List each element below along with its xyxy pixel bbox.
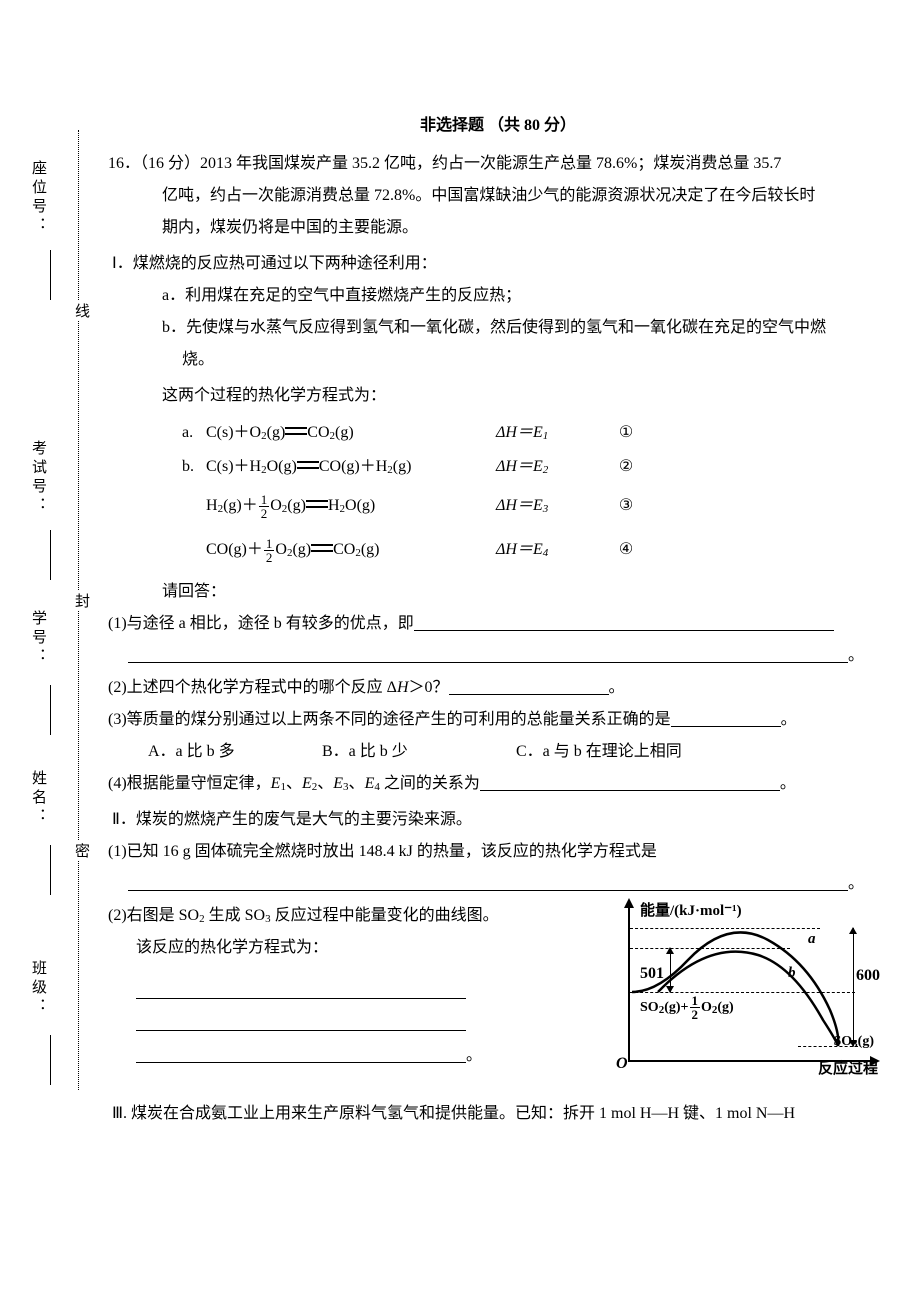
eq4-dh: ΔH＝E4	[496, 534, 606, 566]
q16-intro-line3: 期内，煤炭仍将是中国的主要能源。	[108, 212, 888, 244]
equation-2: b. C(s)＋H2O(g)CO(g)＋H2(g) ΔH＝E2 ②	[182, 450, 888, 484]
eq1-body: C(s)＋O2(g)CO2(g)	[206, 417, 496, 449]
part1-heading: Ⅰ．煤燃烧的反应热可通过以下两种途径利用：	[108, 248, 888, 280]
sub-q3-options: A．a 比 b 多 B．a 比 b 少 C．a 与 b 在理论上相同	[108, 736, 888, 768]
part2-sub2-blank-1[interactable]	[136, 981, 466, 999]
student-id-blank[interactable]	[50, 685, 51, 735]
part1-route-b-line2: 烧。	[108, 344, 888, 376]
eq2-dh: ΔH＝E2	[496, 451, 606, 483]
period-4: 。	[780, 775, 796, 792]
sub-q2-prompt-text: (2)上述四个热化学方程式中的哪个反应 ΔH＞0？	[108, 679, 449, 696]
equation-1: a. C(s)＋O2(g)CO2(g) ΔH＝E1 ①	[182, 416, 888, 450]
sub-q1-blank-1[interactable]	[414, 613, 834, 631]
part1-route-a: a．利用煤在充足的空气中直接燃烧产生的反应热；	[108, 280, 888, 312]
content: 非选择题 （共 80 分） 16．（16 分） 2013 年我国煤炭产量 35.…	[108, 110, 888, 1130]
energy-chart-container: 能量/(kJ·mol⁻¹) O 反应过程 501 600 SO2(g)+12O2…	[598, 900, 888, 1080]
exam-number-label: 考试号：	[28, 440, 49, 516]
option-a[interactable]: A．a 比 b 多	[148, 736, 318, 768]
class-label: 班级：	[28, 960, 49, 1017]
sub-q4-blank[interactable]	[480, 773, 780, 791]
name-blank[interactable]	[50, 845, 51, 895]
eq2-label: b.	[182, 451, 206, 483]
sub-q2: (2)上述四个热化学方程式中的哪个反应 ΔH＞0？ 。	[108, 672, 888, 704]
q16-intro-row: 16．（16 分） 2013 年我国煤炭产量 35.2 亿吨，约占一次能源生产总…	[108, 148, 888, 180]
option-c[interactable]: C．a 与 b 在理论上相同	[516, 736, 682, 768]
part1-route-b-line1: b．先使煤与水蒸气反应得到氢气和一氧化碳，然后使得到的氢气和一氧化碳在充足的空气…	[108, 312, 888, 344]
equation-3: H2(g)＋12O2(g)H2O(g) ΔH＝E3 ③	[182, 484, 888, 528]
eq2-circle: ②	[606, 451, 646, 483]
eq3-circle: ③	[606, 490, 646, 522]
page: 座位号： 考试号： 学号： 姓名： 班级： 线 封 密 非选择题 （共 80 分…	[0, 0, 920, 1302]
equations-block: a. C(s)＋O2(g)CO2(g) ΔH＝E1 ① b. C(s)＋H2O(…	[108, 416, 888, 572]
option-b[interactable]: B．a 比 b 少	[322, 736, 512, 768]
part2-sub2-blank-2[interactable]	[136, 1013, 466, 1031]
period-2: 。	[609, 679, 625, 696]
seal-label-feng: 封	[71, 590, 92, 611]
period-3: 。	[781, 711, 797, 728]
q16-number: 16．（16 分）	[108, 148, 200, 180]
eq1-label: a.	[182, 417, 206, 449]
sub-q3: (3)等质量的煤分别通过以上两条不同的途径产生的可利用的总能量关系正确的是 。	[108, 704, 888, 736]
eq3-dh: ΔH＝E3	[496, 490, 606, 522]
seal-label-mi: 密	[71, 840, 92, 861]
eq4-circle: ④	[606, 534, 646, 566]
eq3-body: H2(g)＋12O2(g)H2O(g)	[206, 490, 496, 522]
name-label: 姓名：	[28, 770, 49, 827]
sub-q4: (4)根据能量守恒定律，E1、E2、E3、E4 之间的关系为 。	[108, 768, 888, 800]
seat-number-label: 座位号：	[28, 160, 49, 236]
part2-sub2-blank-3[interactable]	[136, 1045, 466, 1063]
seal-label-xian: 线	[71, 300, 92, 321]
seat-number-blank[interactable]	[50, 250, 51, 300]
q16-intro-line2: 亿吨，约占一次能源消费总量 72.8%。中国富煤缺油少气的能源资源状况决定了在今…	[108, 180, 888, 212]
class-blank[interactable]	[50, 1035, 51, 1085]
sub-q4-prompt-text: (4)根据能量守恒定律，E1、E2、E3、E4 之间的关系为	[108, 775, 480, 792]
part2-sub2-left: (2)右图是 SO2 生成 SO3 反应过程中能量变化的曲线图。 该反应的热化学…	[108, 900, 598, 1080]
sub-q2-blank[interactable]	[449, 677, 609, 695]
period-1: 。	[848, 647, 864, 664]
answer-prompt: 请回答：	[108, 576, 888, 608]
eq1-circle: ①	[606, 417, 646, 449]
energy-curve-icon	[598, 900, 878, 1080]
student-id-label: 学号：	[28, 610, 49, 667]
sub-q1-blank-2[interactable]	[128, 645, 848, 663]
part2-sub1: (1)已知 16 g 固体硫完全燃烧时放出 148.4 kJ 的热量，该反应的热…	[108, 836, 888, 868]
equation-4: CO(g)＋12O2(g)CO2(g) ΔH＝E4 ④	[182, 528, 888, 572]
sub-q3-prompt: (3)等质量的煤分别通过以上两条不同的途径产生的可利用的总能量关系正确的是	[108, 711, 671, 728]
part2-sub2-line2: 该反应的热化学方程式为：	[108, 932, 590, 964]
part2-sub1-blank-row: 。	[108, 868, 888, 900]
q16-intro-line1: 2013 年我国煤炭产量 35.2 亿吨，约占一次能源生产总量 78.6%；煤炭…	[200, 148, 888, 180]
part2-sub2-line1: (2)右图是 SO2 生成 SO3 反应过程中能量变化的曲线图。	[108, 900, 590, 932]
part1-eq-intro: 这两个过程的热化学方程式为：	[108, 380, 888, 412]
sub-q1-prompt: (1)与途径 a 相比，途径 b 有较多的优点，即	[108, 615, 414, 632]
period-6: 。	[466, 1047, 482, 1064]
part3-text: Ⅲ. 煤炭在合成氨工业上用来生产原料气氢气和提供能量。已知：拆开 1 mol H…	[108, 1098, 888, 1130]
eq4-body: CO(g)＋12O2(g)CO2(g)	[206, 534, 496, 566]
energy-chart: 能量/(kJ·mol⁻¹) O 反应过程 501 600 SO2(g)+12O2…	[598, 900, 878, 1080]
sub-q1: (1)与途径 a 相比，途径 b 有较多的优点，即	[108, 608, 888, 640]
part2-sub2-row: (2)右图是 SO2 生成 SO3 反应过程中能量变化的曲线图。 该反应的热化学…	[108, 900, 888, 1080]
section-title: 非选择题 （共 80 分）	[108, 110, 888, 142]
part2-heading: Ⅱ．煤炭的燃烧产生的废气是大气的主要污染来源。	[108, 804, 888, 836]
eq1-dh: ΔH＝E1	[496, 417, 606, 449]
sub-q1-blank-row2: 。	[108, 640, 888, 672]
part2-sub1-blank[interactable]	[128, 873, 848, 891]
period-5: 。	[848, 875, 864, 892]
eq2-body: C(s)＋H2O(g)CO(g)＋H2(g)	[206, 451, 496, 483]
exam-number-blank[interactable]	[50, 530, 51, 580]
sub-q3-blank[interactable]	[671, 709, 781, 727]
